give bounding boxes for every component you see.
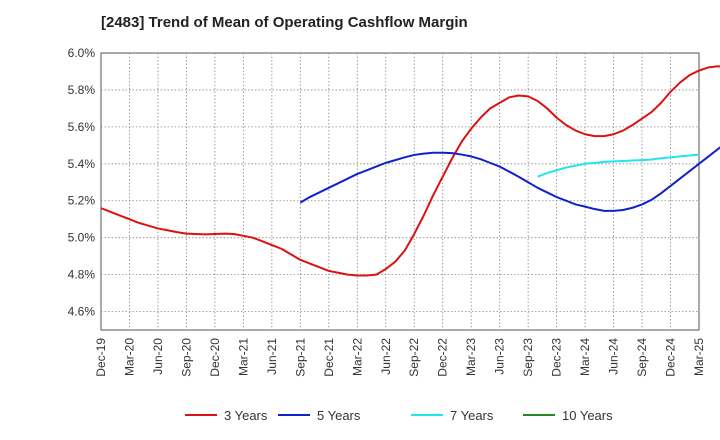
- plot-background: [100, 52, 700, 331]
- chart-title: [2483] Trend of Mean of Operating Cashfl…: [101, 14, 468, 31]
- y-tick-label: 4.6%: [68, 305, 96, 319]
- x-tick-label: Sep-23: [521, 338, 535, 377]
- x-tick-label: Dec-23: [550, 338, 564, 377]
- x-tick-label: Dec-22: [436, 338, 450, 377]
- x-axis-ticks: Dec-19 Mar-20 Jun-20 Sep-20 Dec-20 Mar-21 Jun-…: [94, 338, 706, 377]
- x-tick-label: Sep-24: [635, 338, 649, 377]
- y-tick-label: 5.4%: [68, 157, 96, 171]
- x-tick-label: Dec-20: [208, 338, 222, 377]
- y-tick-label: 5.8%: [68, 83, 96, 97]
- x-tick-label: Mar-25: [692, 338, 706, 376]
- x-tick-label: Dec-19: [94, 338, 108, 377]
- x-tick-label: Mar-24: [578, 338, 592, 376]
- legend-label: 7 Years: [450, 408, 494, 423]
- x-tick-label: Mar-20: [122, 338, 136, 376]
- x-tick-label: Mar-21: [236, 338, 250, 376]
- x-tick-label: Sep-22: [407, 338, 421, 377]
- legend: 3 Years 5 Years 7 Years 10 Years: [185, 408, 613, 423]
- x-tick-label: Jun-24: [607, 338, 621, 375]
- y-tick-label: 5.0%: [68, 231, 96, 245]
- series-line: [537, 153, 700, 178]
- y-tick-label: 6.0%: [68, 46, 96, 60]
- y-tick-label: 5.6%: [68, 120, 96, 134]
- series-lines: [100, 65, 720, 277]
- x-tick-label: Sep-20: [179, 338, 193, 377]
- x-tick-label: Sep-21: [293, 338, 307, 377]
- x-tick-label: Jun-23: [493, 338, 507, 375]
- legend-label: 3 Years: [224, 408, 268, 423]
- x-tick-label: Jun-20: [151, 338, 165, 375]
- x-tick-label: Jun-22: [379, 338, 393, 375]
- series-line: [299, 146, 720, 212]
- x-tick-label: Mar-23: [464, 338, 478, 376]
- grid-lines: [101, 53, 699, 330]
- x-tick-label: Dec-24: [664, 338, 678, 377]
- series-line: [100, 65, 720, 277]
- x-tick-label: Mar-22: [350, 338, 364, 376]
- legend-label: 10 Years: [562, 408, 613, 423]
- legend-label: 5 Years: [317, 408, 361, 423]
- x-tick-label: Dec-21: [322, 338, 336, 377]
- y-axis-ticks: 4.6% 4.8% 5.0% 5.2% 5.4% 5.6% 5.8% 6.0%: [68, 46, 96, 319]
- y-tick-label: 5.2%: [68, 194, 96, 208]
- y-tick-label: 4.8%: [68, 268, 96, 282]
- x-tick-label: Jun-21: [265, 338, 279, 375]
